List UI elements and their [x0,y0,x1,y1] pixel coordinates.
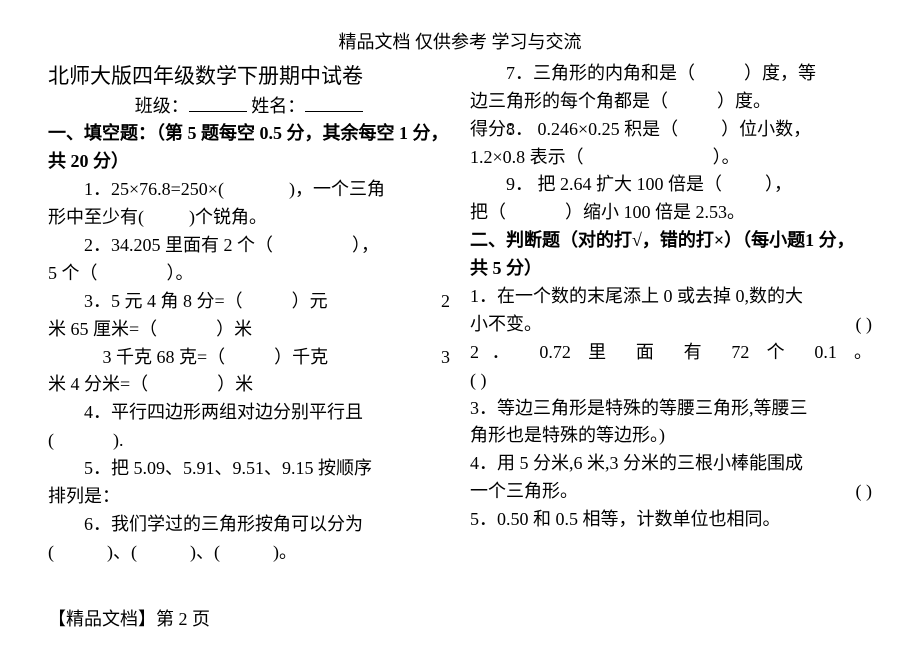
q3-part-b: ）元 [292,291,328,311]
question-2: 2．34.205 里面有 2 个（ ）， 5 个（ ）。 [48,232,450,288]
j1-part-c: ( ) [856,311,873,339]
q4-part-a: 4．平行四边形两组对边分别平行且 [48,399,363,427]
q3-part-i: 米 4 分米=（ [48,374,148,394]
q6-part-e: )。 [273,542,297,562]
right-column: 7．三角形的内角和是（ ）度，等 边三角形的每个角都是（ ）度。 得分： 8． … [470,60,872,567]
j1-part-a: 1．在一个数的末尾添上 0 或去掉 0,数的大 [470,286,803,306]
class-label: 班级： [135,96,189,116]
question-9: 9． 把 2.64 扩大 100 倍是（ ）， 把（ ）缩小 100 倍是 2.… [470,171,872,227]
q3-part-j: ）米 [217,374,253,394]
q1-part-c: 形中至少有( [48,207,144,227]
q2-part-d: ）。 [167,263,194,283]
q8-part-d: ）。 [713,147,740,167]
header-note: 精品文档 仅供参考 学习与交流 [48,28,872,54]
class-blank [189,94,247,111]
j5-part-a: 5．0.50 和 0.5 相等，计数单位也相同。 [470,509,781,529]
two-column-layout: 北师大版四年级数学下册期中试卷 班级： 姓名： 一、填空题：（第 5 题每空 0… [48,60,872,567]
student-info-line: 班级： 姓名： [48,93,450,121]
judge-3: 3．等边三角形是特殊的等腰三角形,等腰三 角形也是特殊的等边形。) [470,395,872,451]
q6-part-b: ( [48,542,54,562]
j3-part-a: 3．等边三角形是特殊的等腰三角形,等腰三 [470,398,808,418]
q1-part-a: 1．25×76.8=250×( [48,176,224,204]
q3-part-c: 2 [441,288,450,316]
section-2-heading: 二、判断题（对的打√，错的打×）（每小题1 分，共 5 分） [470,227,872,283]
q4-part-b: ( [48,430,54,450]
q3-part-e: ）米 [216,319,252,339]
left-column: 北师大版四年级数学下册期中试卷 班级： 姓名： 一、填空题：（第 5 题每空 0… [48,60,450,567]
judge-2-line: 2． 0.72 里 面 有 72 个 0.1 。 [470,339,872,367]
q9-part-a: 9． 把 2.64 扩大 100 倍是（ [470,171,722,199]
j1-part-b: 小不变。 [470,314,542,334]
question-8: 8． 0.246×0.25 积是（ ）位小数， 1.2×0.8 表示（ ）。 [470,116,872,172]
q8-part-b: ）位小数， [721,119,811,139]
q9-part-d: ）缩小 100 倍是 2.53。 [565,202,745,222]
j4-part-c: ( ) [856,478,873,506]
q9-part-b: ）， [765,174,792,194]
judge-4: 4．用 5 分米,6 米,3 分米的三根小棒能围成 一个三角形。 ( ) [470,450,872,506]
q3-part-d: 米 65 厘米=（ [48,319,157,339]
q8-part-a: 8． 0.246×0.25 积是（ [470,116,678,144]
question-7: 7．三角形的内角和是（ ）度，等 边三角形的每个角都是（ ）度。 [470,60,872,116]
judge-1: 1．在一个数的末尾添上 0 或去掉 0,数的大 小不变。 ( ) [470,283,872,339]
j4-part-b: 一个三角形。 [470,481,578,501]
q7-part-a: 7．三角形的内角和是（ [470,60,695,88]
q8-part-c: 1.2×0.8 表示（ [470,147,584,167]
question-3: 3．5 元 4 角 8 分=（ ）元 2 米 65 厘米=（ ）米 3 千克 6… [48,288,450,400]
q6-part-c: )、( [107,542,137,562]
j3-part-b: 角形也是特殊的等边形。) [470,425,665,445]
q3-part-h: 3 [441,344,450,372]
q1-part-b: )，一个三角 [289,179,385,199]
judge-5: 5．0.50 和 0.5 相等，计数单位也相同。 [470,506,872,534]
question-5: 5．把 5.09、5.91、9.51、9.15 按顺序 排列是： [48,455,450,511]
q3-part-f: 3 千克 68 克=（ [103,347,226,367]
q7-part-d: ）度。 [717,91,771,111]
q3-part-a: 3．5 元 4 角 8 分=（ [48,288,243,316]
q1-part-d: )个锐角。 [189,207,267,227]
j2-part-b: ( ) [470,370,487,390]
q7-part-c: 边三角形的每个角都是（ [470,91,668,111]
name-blank [305,94,363,111]
q3-part-g: ）千克 [274,347,328,367]
q4-part-c: ). [113,430,124,450]
q2-part-b: ）， [352,235,379,255]
q9-part-c: 把（ [470,202,506,222]
j2-part-a: 2． 0.72 里 面 有 72 个 0.1 。 [470,342,872,362]
q7-part-b: ）度，等 [744,63,816,83]
page-footer: 【精品文档】第 2 页 [48,605,210,631]
q5-part-b: 排列是： [48,486,120,506]
q5-part-a: 5．把 5.09、5.91、9.51、9.15 按顺序 [48,455,372,483]
j4-part-a: 4．用 5 分米,6 米,3 分米的三根小棒能围成 [470,453,803,473]
question-4: 4．平行四边形两组对边分别平行且 ( ). [48,399,450,455]
q2-part-a: 2．34.205 里面有 2 个（ [48,232,273,260]
judge-2-answer: ( ) [470,367,872,395]
exam-title: 北师大版四年级数学下册期中试卷 [48,60,450,93]
question-1: 1．25×76.8=250×( )，一个三角 形中至少有( )个锐角。 [48,176,450,232]
name-label: 姓名： [251,96,305,116]
question-6: 6．我们学过的三角形按角可以分为 ( )、( )、( )。 [48,511,450,567]
q6-part-a: 6．我们学过的三角形按角可以分为 [48,511,363,539]
q2-part-c: 5 个（ [48,263,98,283]
q6-part-d: )、( [190,542,220,562]
section-1-heading: 一、填空题：（第 5 题每空 0.5 分，其余每空 1 分，共 20 分） [48,120,450,176]
